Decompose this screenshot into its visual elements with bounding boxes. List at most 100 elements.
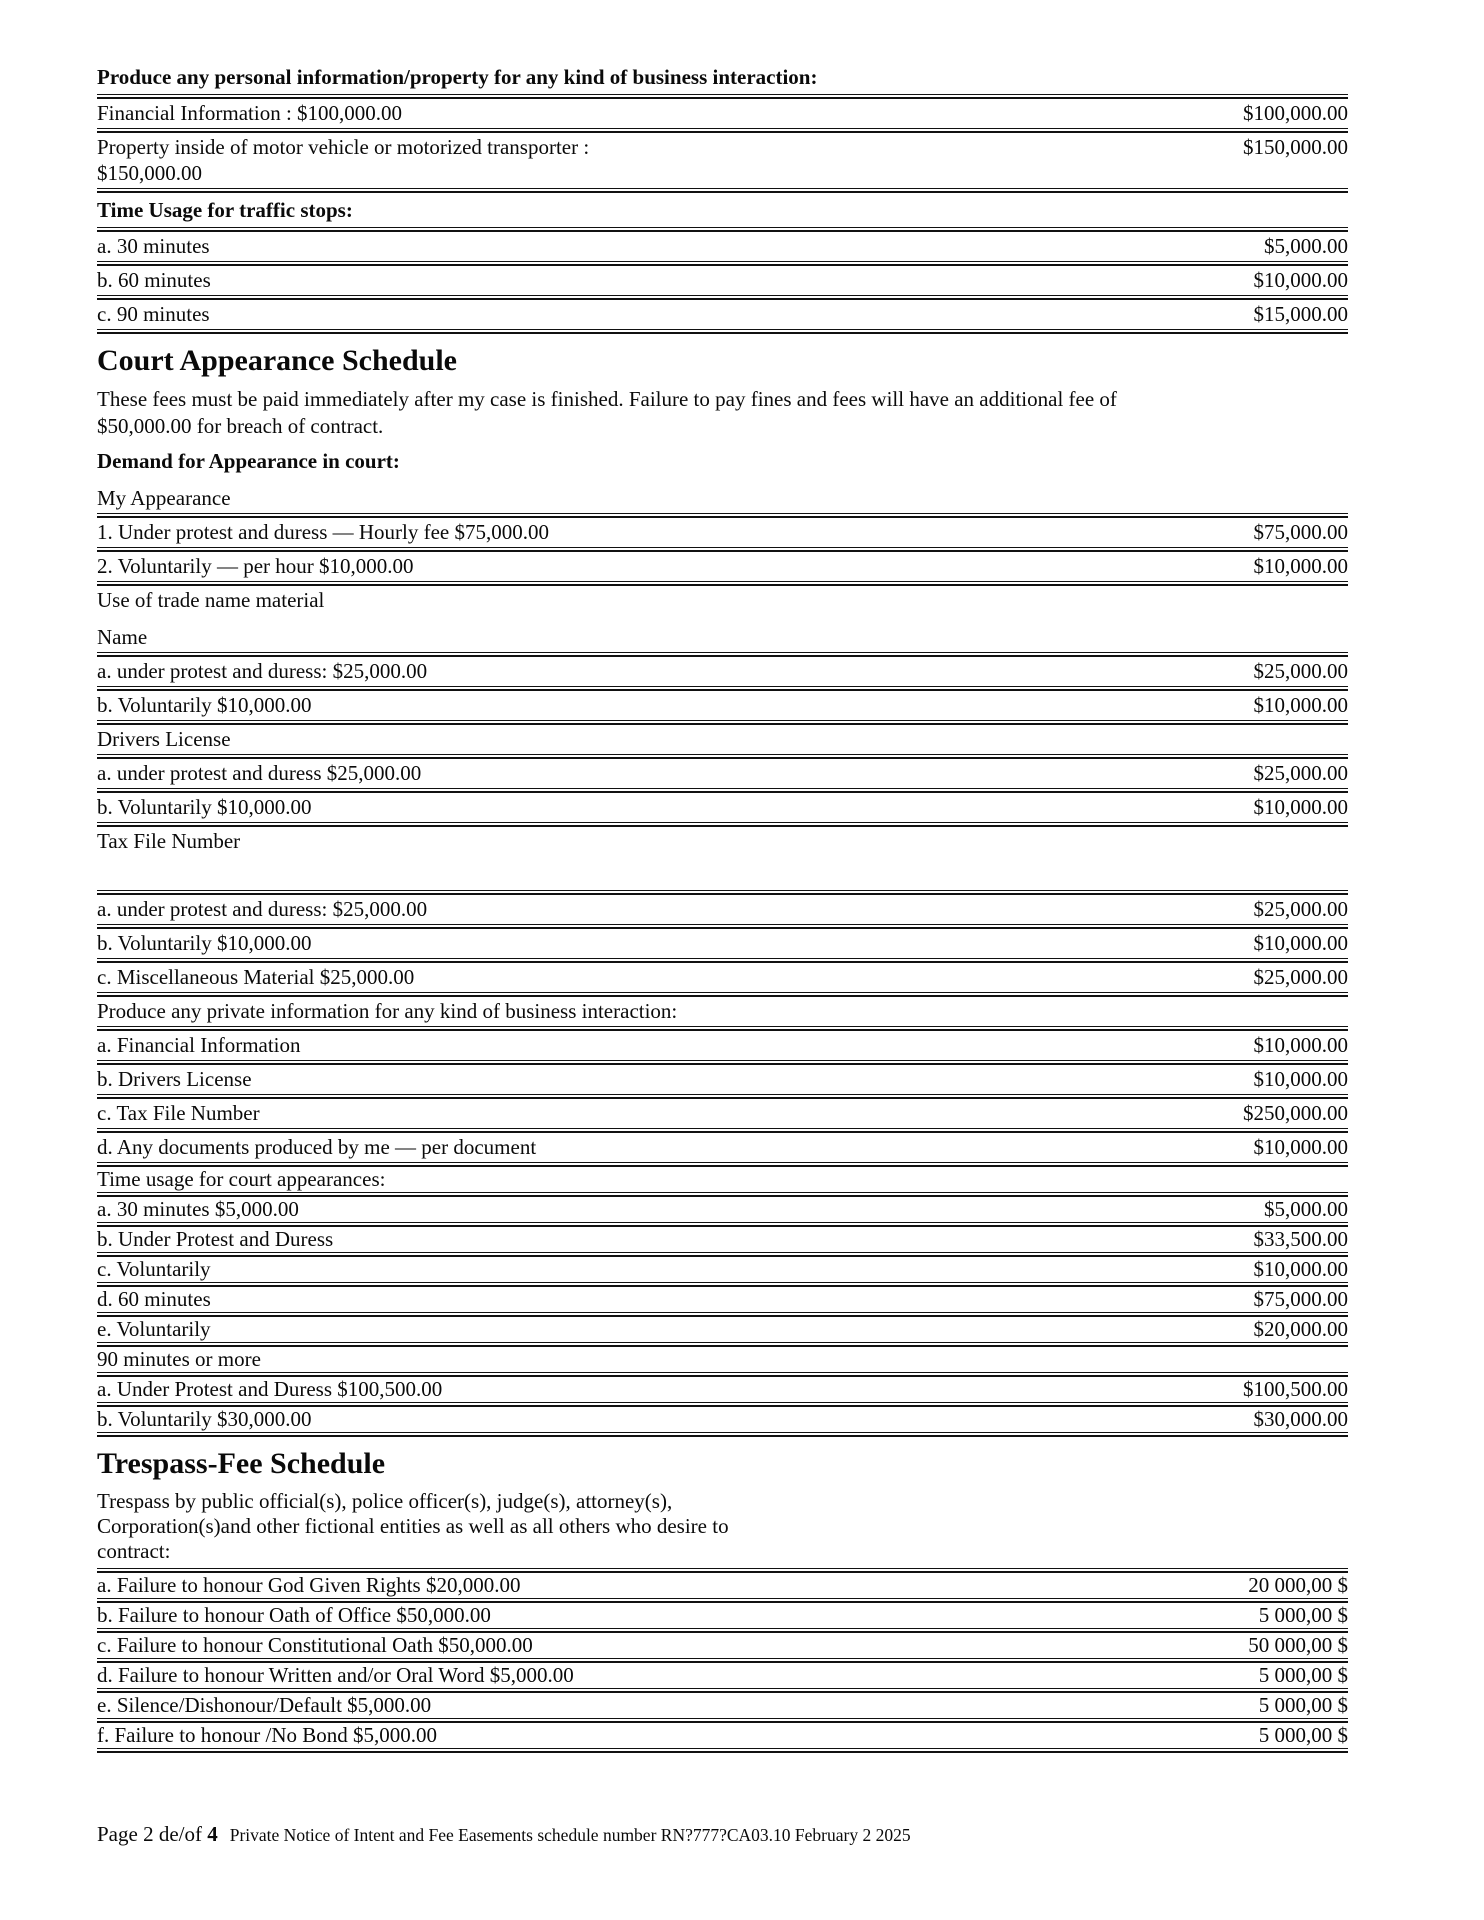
court-schedule-intro: These fees must be paid immediately afte… xyxy=(97,387,1117,438)
fee-amount: $10,000.00 xyxy=(1253,1067,1349,1091)
fee-description: 2. Voluntarily — per hour $10,000.00 xyxy=(97,554,414,578)
rule-divider xyxy=(97,188,1348,193)
fee-row: e. Silence/Dishonour/Default $5,000.00 5… xyxy=(97,1693,1348,1718)
fee-row: b. Drivers License $10,000.00 xyxy=(97,1065,1348,1094)
fee-row: a. under protest and duress $25,000.00 $… xyxy=(97,759,1348,788)
fee-amount: $10,000.00 xyxy=(1253,795,1349,819)
rule-divider xyxy=(97,890,1348,895)
fee-amount: $30,000.00 xyxy=(1253,1407,1349,1431)
fee-row: a. 30 minutes $5,000.00 xyxy=(97,232,1348,261)
fee-amount: $25,000.00 xyxy=(1253,897,1349,921)
my-appearance-label: My Appearance xyxy=(97,486,231,510)
fee-amount: $20,000.00 xyxy=(1253,1317,1349,1341)
fee-description: a. Failure to honour God Given Rights $2… xyxy=(97,1573,521,1597)
fee-row: a. Failure to honour God Given Rights $2… xyxy=(97,1573,1348,1598)
fee-amount: $5,000.00 xyxy=(1264,234,1348,258)
trespass-intro: Trespass by public official(s), police o… xyxy=(97,1489,729,1563)
fee-description: c. Tax File Number xyxy=(97,1101,260,1125)
fee-description: b. Drivers License xyxy=(97,1067,252,1091)
fee-amount: $25,000.00 xyxy=(1253,761,1349,785)
fee-description: e. Voluntarily xyxy=(97,1317,211,1341)
fee-description: c. Voluntarily xyxy=(97,1257,211,1281)
rule-divider xyxy=(97,720,1348,725)
name-label: Name xyxy=(97,625,148,649)
fee-amount: $10,000.00 xyxy=(1253,554,1349,578)
fee-row: b. Under Protest and Duress $33,500.00 xyxy=(97,1227,1348,1252)
rule-divider xyxy=(97,1372,1348,1377)
rule-divider xyxy=(97,1718,1348,1723)
fee-description: a. under protest and duress: $25,000.00 xyxy=(97,659,428,683)
rule-divider xyxy=(97,1342,1348,1347)
fee-description: b. Voluntarily $30,000.00 xyxy=(97,1407,312,1431)
fee-row: b. Voluntarily $10,000.00 $10,000.00 xyxy=(97,691,1348,720)
fee-amount: $25,000.00 xyxy=(1253,659,1349,683)
fee-description: d. Any documents produced by me — per do… xyxy=(97,1135,537,1159)
rule-divider xyxy=(97,1628,1348,1633)
fee-description: a. 30 minutes $5,000.00 xyxy=(97,1197,299,1221)
fee-row: a. under protest and duress: $25,000.00 … xyxy=(97,895,1348,924)
fee-row: a. Financial Information $10,000.00 xyxy=(97,1031,1348,1060)
rule-divider xyxy=(97,754,1348,759)
fee-row: Property inside of motor vehicle or moto… xyxy=(97,133,1348,188)
fee-row: c. 90 minutes $15,000.00 xyxy=(97,300,1348,329)
drivers-license-label: Drivers License xyxy=(97,727,231,751)
fee-amount: $250,000.00 xyxy=(1243,1101,1348,1125)
fee-description: a. under protest and duress $25,000.00 xyxy=(97,761,422,785)
fee-amount: $10,000.00 xyxy=(1253,1033,1349,1057)
fee-description: Financial Information : $100,000.00 xyxy=(97,101,403,125)
fee-amount: $5,000.00 xyxy=(1264,1197,1348,1221)
fee-row: e. Voluntarily $20,000.00 xyxy=(97,1317,1348,1342)
rule-divider xyxy=(97,1060,1348,1065)
fee-row: c. Voluntarily $10,000.00 xyxy=(97,1257,1348,1282)
fee-description: 1. Under protest and duress — Hourly fee… xyxy=(97,520,549,544)
rule-divider xyxy=(97,1568,1348,1573)
fee-row: d. 60 minutes $75,000.00 xyxy=(97,1287,1348,1312)
rule-divider xyxy=(97,227,1348,232)
page-number: Page 2 de/of 4 xyxy=(97,1822,218,1846)
fee-description: a. 30 minutes xyxy=(97,234,210,258)
fee-description: a. under protest and duress: $25,000.00 xyxy=(97,897,428,921)
trespass-schedule-title: Trespass-Fee Schedule xyxy=(97,1447,386,1480)
rule-divider xyxy=(97,1432,1348,1437)
fee-amount: $25,000.00 xyxy=(1253,965,1349,989)
rule-divider xyxy=(97,329,1348,334)
fee-amount: 5 000,00 $ xyxy=(1258,1693,1348,1717)
rule-divider xyxy=(97,1598,1348,1603)
fee-row: c. Failure to honour Constitutional Oath… xyxy=(97,1633,1348,1658)
rule-divider xyxy=(97,924,1348,929)
fee-amount: $100,000.00 xyxy=(1243,101,1348,125)
fee-row: b. Voluntarily $10,000.00 $10,000.00 xyxy=(97,929,1348,958)
fee-row: b. 60 minutes $10,000.00 xyxy=(97,266,1348,295)
fee-amount: 5 000,00 $ xyxy=(1258,1663,1348,1687)
rule-divider xyxy=(97,128,1348,133)
fee-description: a. Financial Information xyxy=(97,1033,301,1057)
fee-row: d. Failure to honour Written and/or Oral… xyxy=(97,1663,1348,1688)
fee-description: f. Failure to honour /No Bond $5,000.00 xyxy=(97,1723,438,1747)
fee-row: 2. Voluntarily — per hour $10,000.00 $10… xyxy=(97,552,1348,581)
rule-divider xyxy=(97,295,1348,300)
fee-row: b. Voluntarily $30,000.00 $30,000.00 xyxy=(97,1407,1348,1432)
rule-divider xyxy=(97,686,1348,691)
fee-description: e. Silence/Dishonour/Default $5,000.00 xyxy=(97,1693,432,1717)
fee-row: c. Tax File Number $250,000.00 xyxy=(97,1099,1348,1128)
fee-amount: $33,500.00 xyxy=(1253,1227,1349,1251)
ninety-minutes-label: 90 minutes or more xyxy=(97,1347,261,1371)
fee-amount: $10,000.00 xyxy=(1253,1135,1349,1159)
fee-description: Property inside of motor vehicle or moto… xyxy=(97,135,590,185)
fee-amount: 20 000,00 $ xyxy=(1248,1573,1348,1597)
fee-description: c. 90 minutes xyxy=(97,302,210,326)
fee-amount: 50 000,00 $ xyxy=(1248,1633,1348,1657)
fee-description: b. Voluntarily $10,000.00 xyxy=(97,693,312,717)
rule-divider xyxy=(97,1162,1348,1167)
rule-divider xyxy=(97,547,1348,552)
fee-amount: $10,000.00 xyxy=(1253,693,1349,717)
rule-divider xyxy=(97,1312,1348,1317)
rule-divider xyxy=(97,261,1348,266)
rule-divider xyxy=(97,513,1348,518)
fee-description: b. Failure to honour Oath of Office $50,… xyxy=(97,1603,491,1627)
fee-description: a. Under Protest and Duress $100,500.00 xyxy=(97,1377,443,1401)
rule-divider xyxy=(97,1748,1348,1753)
private-info-label: Produce any private information for any … xyxy=(97,999,678,1023)
page-footer: Page 2 de/of 4 Private Notice of Intent a… xyxy=(97,1822,911,1847)
